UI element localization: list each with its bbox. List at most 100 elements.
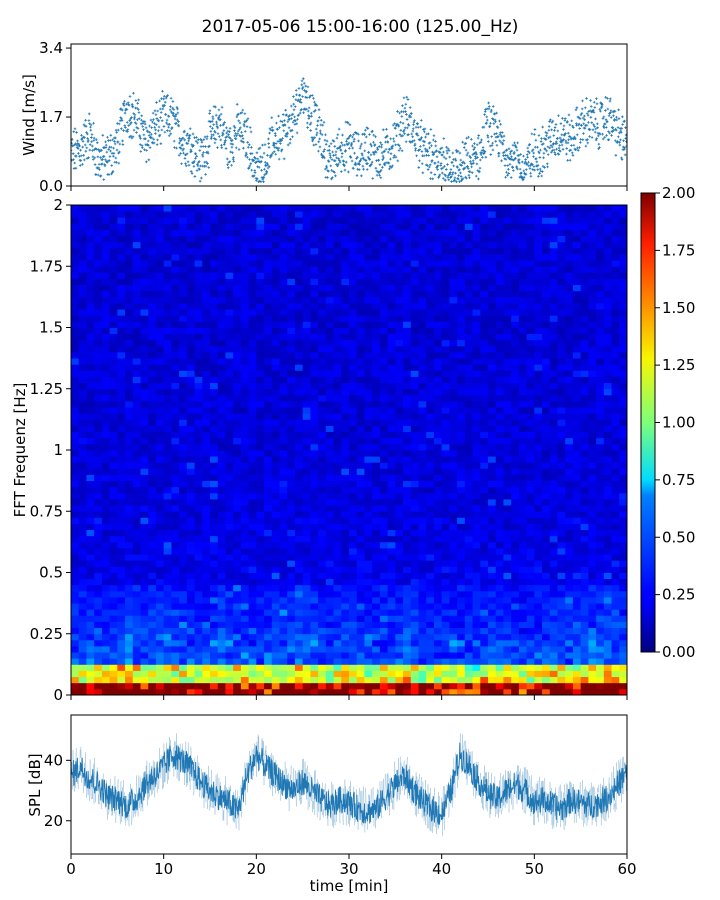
- spectrogram-cell: [387, 541, 396, 549]
- spectrogram-cell: [171, 450, 180, 457]
- wind-point: [318, 145, 322, 149]
- spectrogram-cell: [225, 511, 234, 518]
- spectrogram-cell: [294, 480, 304, 488]
- spectrogram-cell: [256, 627, 265, 635]
- wind-point: [405, 113, 408, 116]
- spectrogram-cell: [426, 560, 435, 567]
- wind-point: [139, 122, 143, 126]
- wind-point: [556, 129, 560, 133]
- spectrogram-cell: [318, 443, 327, 451]
- wind-point: [85, 157, 89, 160]
- spectrogram-cell: [302, 560, 311, 567]
- wind-point: [201, 154, 205, 158]
- wind-point: [398, 133, 402, 136]
- spectrogram-cell: [588, 609, 597, 616]
- spectrogram-cell: [155, 627, 165, 635]
- spectrogram-cell: [410, 505, 419, 512]
- wind-point: [187, 139, 190, 143]
- wind-point: [133, 115, 136, 119]
- spectrogram-cell: [117, 443, 126, 451]
- spectrogram-cell: [256, 597, 265, 604]
- wind-point: [599, 109, 602, 113]
- wind-point: [554, 153, 557, 156]
- wind-point: [433, 173, 437, 176]
- wind-point: [336, 162, 340, 166]
- spectrogram-cell: [503, 548, 512, 555]
- spectrogram-cell: [302, 554, 311, 561]
- spectrogram-cell: [387, 578, 396, 586]
- spectrogram-cell: [271, 548, 280, 555]
- spectrogram-cell: [171, 590, 180, 598]
- spectrogram-cell: [619, 658, 628, 665]
- spectrogram-cell: [248, 603, 257, 610]
- spectrogram-cell: [318, 603, 327, 610]
- spectrogram-cell: [403, 572, 412, 580]
- spectrogram-cell: [240, 603, 250, 610]
- wind-point: [92, 121, 95, 125]
- spectrogram-cell: [379, 523, 389, 531]
- spectrogram-cell: [549, 566, 558, 573]
- spectrogram-cell: [534, 480, 543, 488]
- spectrogram-cell: [186, 652, 195, 659]
- spectrogram-cell: [364, 554, 373, 561]
- wind-point: [301, 77, 305, 80]
- wind-point: [496, 126, 500, 130]
- spectrogram-cell: [279, 486, 288, 494]
- spectrogram-cell: [86, 664, 95, 671]
- spectrogram-cell: [503, 456, 512, 463]
- spectrogram-cell: [441, 688, 450, 696]
- spectrogram-cell: [395, 676, 404, 684]
- wind-point: [350, 159, 354, 163]
- wind-point: [462, 146, 466, 149]
- wind-point: [612, 114, 615, 118]
- wind-point: [350, 141, 354, 145]
- spectrogram-cell: [611, 627, 620, 635]
- spectrogram-cell: [94, 646, 103, 653]
- wind-point: [128, 135, 131, 139]
- spectrogram-cell: [418, 566, 427, 573]
- spectrogram-cell: [163, 474, 172, 482]
- spectrogram-cell: [148, 658, 157, 665]
- spectrogram-cell: [155, 646, 165, 653]
- spectrogram-cell: [596, 615, 605, 622]
- wind-point: [486, 135, 490, 139]
- spectrogram-cell: [318, 670, 327, 678]
- spectrogram-cell: [341, 499, 350, 506]
- spectrogram-cell: [148, 566, 157, 573]
- spectrogram-cell: [264, 652, 273, 659]
- spectrogram-cell: [526, 450, 535, 457]
- spectrogram-cell: [526, 529, 535, 537]
- spectrogram-cell: [86, 529, 95, 537]
- wind-point: [338, 159, 341, 162]
- wind-point: [532, 155, 535, 158]
- wind-point: [483, 150, 487, 153]
- spectrogram-cell: [256, 682, 265, 690]
- wind-point: [314, 108, 317, 112]
- wind-point: [551, 149, 554, 152]
- spectrogram-cell: [619, 425, 628, 433]
- spectrogram-cell: [356, 554, 365, 561]
- spectrogram-cell: [132, 462, 141, 469]
- spectrogram-cell: [210, 664, 219, 671]
- spectrogram-cell: [78, 474, 87, 482]
- wind-point: [531, 168, 535, 171]
- spectrogram-cell: [333, 437, 342, 445]
- wind-point: [300, 108, 303, 111]
- spectrogram-cell: [333, 676, 342, 684]
- spectrogram-cell: [248, 535, 257, 543]
- wind-point: [536, 168, 540, 171]
- wind-point: [89, 123, 93, 127]
- wind-point: [592, 109, 595, 112]
- wind-point: [505, 148, 509, 152]
- spectrogram-cell: [256, 511, 265, 518]
- spectrogram-cell: [372, 584, 381, 592]
- spectrogram-cell: [495, 658, 504, 665]
- spectrogram-cell: [572, 670, 582, 678]
- wind-point: [190, 172, 194, 175]
- spectrogram-cell: [287, 443, 296, 451]
- spectrogram-cell: [240, 474, 250, 482]
- spectrogram-cell: [125, 535, 134, 543]
- spectrogram-cell: [179, 554, 188, 561]
- wind-point: [186, 142, 190, 145]
- wind-point: [486, 118, 489, 122]
